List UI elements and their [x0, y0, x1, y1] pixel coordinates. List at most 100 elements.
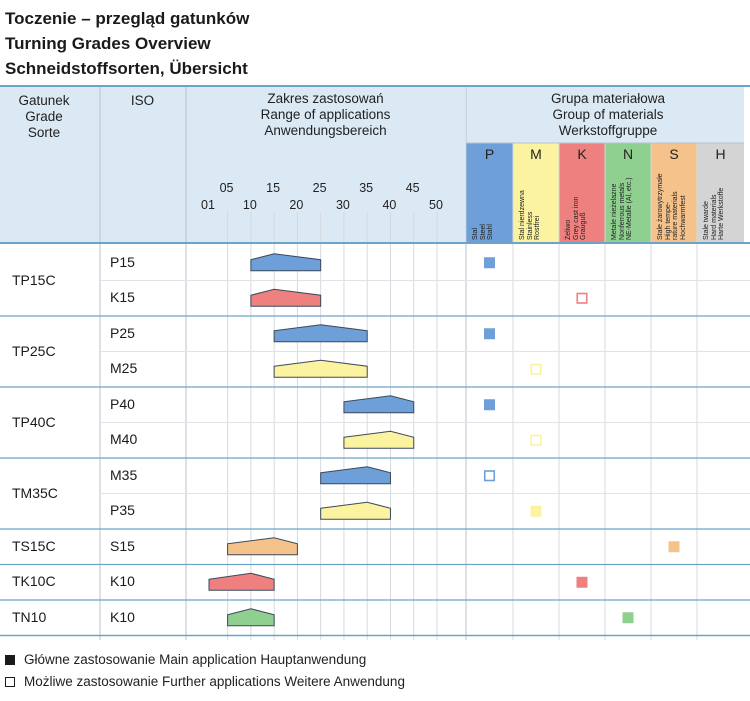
- iso-code: K15: [110, 289, 135, 306]
- group-desc-P: Stal: [472, 227, 479, 240]
- application-range-shape: [320, 501, 391, 520]
- iso-code: K10: [110, 608, 135, 625]
- header-grade-pl: Gatunek: [18, 93, 70, 108]
- group-desc-M: Stainless: [526, 211, 534, 240]
- application-range-shape: [343, 395, 415, 414]
- group-desc-P: Stahl: [487, 224, 494, 240]
- group-letter-H: H: [715, 146, 726, 162]
- iso-code: S15: [110, 537, 135, 554]
- grade-header-bg: [0, 86, 186, 243]
- further-application-marker: [483, 470, 496, 482]
- group-letter-S: S: [669, 146, 679, 162]
- grade-name: TP25C: [12, 342, 56, 359]
- header-range-pl: Zakres zastosowań: [267, 91, 384, 106]
- group-desc-N: NE-Metalle (Al, etc.): [626, 177, 633, 240]
- scale-tick-label: 45: [405, 181, 420, 195]
- hollow-square-icon: [5, 676, 15, 687]
- grade-name: TP40C: [12, 413, 56, 430]
- range-header-bg: [186, 86, 465, 243]
- header-groups-en: Group of materials: [552, 107, 664, 122]
- grade-name: TS15C: [12, 537, 56, 554]
- scale-tick-label: 01: [201, 198, 215, 212]
- iso-code: P35: [110, 502, 135, 519]
- group-letter-M: M: [530, 146, 542, 162]
- scale-tick-label: 40: [382, 198, 397, 212]
- main-application-marker: [622, 612, 634, 624]
- application-range-shape: [273, 359, 368, 378]
- group-desc-N: Metale nieżelazne: [611, 183, 618, 240]
- group-desc-P: Steel: [479, 224, 487, 240]
- legend-further-text: Możliwe zastosowanie Further application…: [24, 674, 405, 689]
- application-range-shape: [343, 430, 415, 449]
- group-desc-M: Stal nierdzewna: [519, 190, 526, 240]
- grade-name: TN10: [12, 608, 47, 625]
- main-application-marker: [668, 541, 680, 553]
- scale-tick-label: 50: [429, 198, 443, 212]
- group-desc-K: Żeliwo: [565, 219, 572, 240]
- scale-tick-label: 35: [359, 181, 374, 195]
- title-english: Turning Grades Overview: [5, 34, 211, 53]
- group-header-H: [697, 143, 744, 243]
- header-grade-de: Sorte: [27, 125, 61, 140]
- title-german: Schneidstoffsorten, Übersicht: [5, 59, 248, 78]
- group-header-P: [466, 143, 513, 243]
- scale-tick-label: 10: [242, 198, 257, 212]
- main-application-marker: [576, 576, 588, 588]
- group-letter-P: P: [484, 146, 495, 162]
- iso-code: M35: [110, 466, 138, 483]
- application-range-shape: [273, 324, 368, 343]
- scale-tick-label: 05: [219, 181, 234, 195]
- scale-tick-label: 15: [266, 181, 281, 195]
- group-desc-K: Grey cast iron: [572, 196, 580, 240]
- further-application-marker: [576, 292, 588, 304]
- iso-code: P15: [110, 253, 135, 270]
- application-range-shape: [208, 572, 275, 591]
- group-desc-S: Stale żarowytrzymałe: [657, 173, 664, 240]
- group-letter-N: N: [622, 146, 634, 162]
- legend-main-text: Główne zastosowanie Main application Hau…: [24, 652, 367, 667]
- groups-header-bg: [466, 86, 744, 143]
- scale-tick-label: 20: [289, 198, 304, 212]
- main-application-marker: [530, 505, 542, 517]
- further-application-marker: [530, 363, 542, 375]
- application-range-shape: [227, 537, 298, 556]
- group-letter-K: K: [577, 146, 587, 162]
- main-application-marker: [484, 399, 495, 411]
- iso-code: P40: [110, 395, 135, 412]
- filled-square-icon: [5, 654, 15, 665]
- grade-name: TM35C: [12, 484, 58, 501]
- header-groups-de: Werkstoffgruppe: [558, 123, 658, 138]
- group-desc-N: Nonferrous metals: [618, 182, 626, 240]
- iso-code: M25: [110, 360, 138, 377]
- group-desc-H: Harte Werkstoffe: [718, 187, 725, 240]
- grade-name: TP15C: [12, 271, 56, 288]
- group-header-K: [559, 143, 605, 243]
- header-range: Zakres zastosowań Range of applications …: [186, 91, 465, 139]
- scale-tick-label: 25: [312, 181, 327, 195]
- main-application-marker: [484, 257, 495, 269]
- legend-further: Możliwe zastosowanie Further application…: [5, 674, 405, 689]
- header-grade-en: Grade: [25, 109, 63, 124]
- iso-code: K10: [110, 573, 135, 590]
- header-groups-pl: Grupa materiałowa: [550, 91, 666, 106]
- legend-main: Główne zastosowanie Main application Hau…: [5, 652, 366, 667]
- header-groups: Grupa materiałowa Group of materials Wer…: [466, 91, 750, 139]
- group-header-M: [513, 143, 559, 243]
- title-polish: Toczenie – przegląd gatunków: [5, 9, 250, 28]
- header-range-en: Range of applications: [260, 107, 391, 122]
- application-range-shape: [320, 466, 391, 485]
- header-grade: Gatunek Grade Sorte: [0, 93, 88, 141]
- group-desc-S: rature materials: [672, 191, 679, 240]
- group-header-N: [605, 143, 651, 243]
- scale-tick-label: 30: [335, 198, 350, 212]
- header-range-de: Anwendungsbereich: [264, 123, 387, 138]
- group-desc-M: Rostfrei: [534, 215, 541, 240]
- iso-code: M40: [110, 431, 138, 448]
- application-range-shape: [250, 288, 322, 307]
- group-desc-S: Hochwarmfest: [679, 195, 687, 240]
- header-iso: ISO: [130, 93, 155, 108]
- group-desc-S: High tempe-: [664, 201, 672, 240]
- further-application-marker: [530, 434, 542, 446]
- grade-name: TK10C: [12, 573, 56, 590]
